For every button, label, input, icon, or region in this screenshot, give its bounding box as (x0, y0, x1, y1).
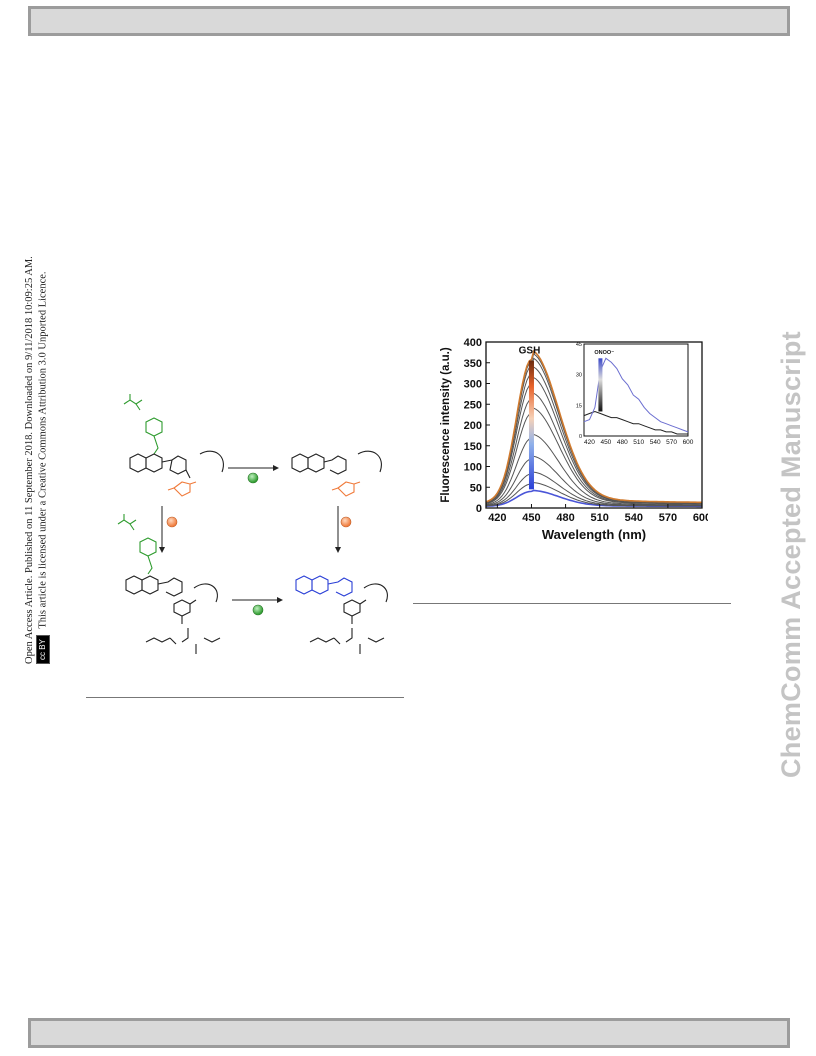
gsh-annotation: GSH (519, 346, 541, 357)
inset-series-1 (583, 410, 688, 435)
y-tick-label: 250 (464, 399, 482, 411)
inset-y-tick-label: 15 (576, 403, 582, 409)
y-axis-label: Fluorescence intensity (a.u.) (440, 347, 452, 502)
inset-x-tick-label: 510 (633, 439, 644, 446)
inset-x-tick-label: 570 (666, 439, 677, 446)
x-tick-label: 480 (556, 512, 574, 524)
y-tick-label: 350 (464, 358, 482, 370)
x-tick-label: 450 (522, 512, 540, 524)
y-tick-label: 150 (464, 441, 482, 453)
y-tick-label: 300 (464, 379, 482, 391)
inset-x-tick-label: 540 (650, 439, 661, 446)
x-axis-label: Wavelength (nm) (542, 527, 646, 542)
spectrum-curve-5 (485, 433, 702, 506)
notice-line-1: Open Access Article. Published on 11 Sep… (24, 256, 35, 664)
by-badge-label: BY (38, 639, 47, 650)
x-tick-label: 600 (693, 512, 708, 524)
inset-x-tick-label: 480 (617, 439, 628, 446)
inset-x-tick-label: 450 (600, 439, 611, 446)
inset-y-tick-label: 0 (579, 434, 582, 440)
y-tick-label: 0 (476, 503, 482, 515)
open-access-notice: Open Access Article. Published on 11 Sep… (0, 0, 50, 1056)
molecule-bottom-left (117, 514, 221, 654)
y-tick-label: 50 (470, 482, 482, 494)
reaction-scheme (117, 394, 388, 654)
license-text[interactable]: This article is licensed under a Creativ… (37, 271, 49, 629)
onoo-gradient-bar (598, 358, 603, 412)
accepted-manuscript-watermark: ChemComm Accepted Manuscript (776, 331, 806, 778)
header-bar (28, 6, 790, 36)
inset-x-tick-label: 600 (683, 439, 694, 446)
y-tick-label: 200 (464, 420, 482, 432)
cc-badge-label: cc (38, 652, 47, 660)
inset-y-tick-label: 45 (576, 342, 582, 348)
cc-by-license-icon[interactable]: cc BY (36, 635, 50, 664)
x-tick-label: 510 (591, 512, 609, 524)
inset-x-tick-label: 420 (584, 439, 595, 446)
x-tick-label: 540 (625, 512, 643, 524)
spectrum-curve-12 (485, 349, 702, 504)
arrow-top (228, 465, 279, 484)
scheme-divider (86, 697, 404, 698)
arrow-left-down (159, 506, 178, 553)
arrow-right-down (335, 506, 352, 553)
fluorescence-chart: GSH4204504805105405706000501001502002503… (440, 337, 708, 542)
notice-line-2: cc BY This article is licensed under a C… (36, 256, 50, 664)
spectrum-curve-4 (485, 455, 702, 506)
arrow-bottom (232, 597, 283, 616)
onoo-annotation: ONOO⁻ (594, 350, 614, 356)
figure-divider (413, 603, 731, 604)
footer-bar (28, 1018, 790, 1048)
y-tick-label: 400 (464, 337, 482, 349)
gsh-gradient-bar (528, 360, 534, 490)
inset-y-tick-label: 30 (576, 373, 582, 379)
molecule-top-left (123, 394, 224, 497)
molecule-top-right (291, 450, 382, 497)
molecule-bottom-right (295, 575, 388, 654)
x-tick-label: 420 (488, 512, 506, 524)
x-tick-label: 570 (659, 512, 677, 524)
y-tick-label: 100 (464, 462, 482, 474)
